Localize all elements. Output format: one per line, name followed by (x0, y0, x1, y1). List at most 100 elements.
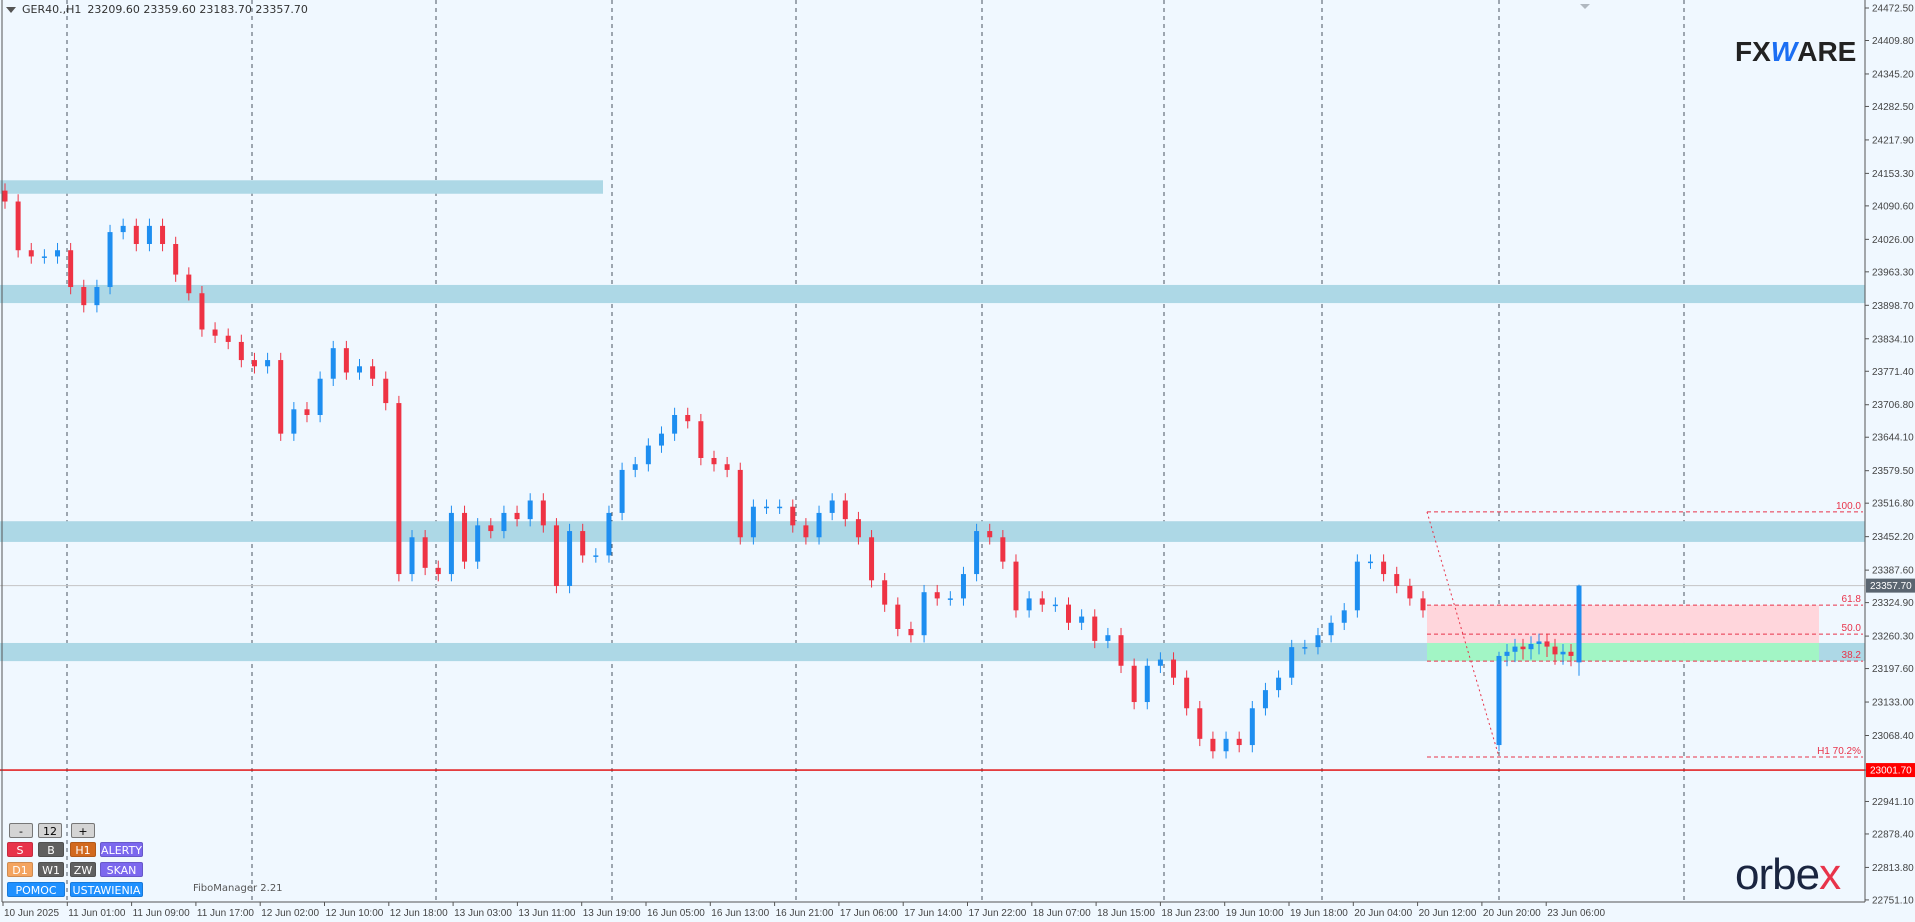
symbol-timeframe: GER40.,H1 (22, 3, 82, 16)
fib-level-label: 61.8 (1842, 594, 1862, 605)
bear-candle (1394, 574, 1400, 586)
bull-candle (829, 500, 835, 513)
timeframe-d1-button[interactable]: D1 (7, 862, 33, 877)
help-button[interactable]: POMOC (7, 882, 65, 897)
fib-level-label: 50.0 (1842, 623, 1862, 634)
bull-candle (1276, 677, 1282, 691)
increase-button[interactable]: + (71, 823, 95, 838)
decrease-button[interactable]: - (9, 823, 33, 838)
bear-candle (251, 360, 257, 367)
bull-candle (1328, 622, 1334, 636)
zw-button[interactable]: ZW (70, 862, 96, 877)
bull-candle (645, 445, 651, 465)
bear-candle (2, 190, 8, 202)
bear-candle (1552, 646, 1558, 655)
bear-candle (1118, 635, 1124, 666)
bull-candle (1536, 641, 1542, 645)
price-tick-label: 23387.60 (1872, 566, 1914, 577)
price-tick-label: 22751.10 (1872, 895, 1914, 906)
time-tick-label: 13 Jun 11:00 (518, 908, 576, 919)
bull-candle (1289, 647, 1295, 678)
buy-button[interactable]: B (38, 842, 64, 857)
collapse-triangle-icon[interactable] (6, 6, 16, 13)
timeframe-w1-button[interactable]: W1 (38, 862, 64, 877)
settings-button[interactable]: USTAWIENIA (70, 882, 143, 897)
bull-candle (593, 555, 599, 557)
time-tick-label: 18 Jun 07:00 (1033, 908, 1091, 919)
bear-candle (343, 348, 349, 373)
bear-candle (908, 628, 914, 636)
bull-candle (265, 360, 271, 367)
scan-button[interactable]: SKAN (100, 862, 143, 877)
bull-candle (475, 525, 481, 562)
price-tick-label: 22941.10 (1872, 797, 1914, 808)
price-tick-label: 23516.80 (1872, 499, 1914, 510)
price-tick-label: 23898.70 (1872, 301, 1914, 312)
fib-level-label: H1 70.2% (1817, 746, 1861, 757)
bull-candle (317, 378, 323, 415)
bull-candle (1315, 635, 1321, 648)
current-price-label: 23357.70 (1870, 581, 1912, 592)
bear-candle (724, 464, 730, 470)
bear-candle (199, 293, 205, 330)
bull-candle (658, 433, 664, 446)
bull-candle (1504, 651, 1510, 656)
bull-candle (960, 574, 966, 599)
bull-candle (1496, 655, 1502, 746)
time-tick-label: 12 Jun 18:00 (390, 908, 448, 919)
bull-candle (1560, 651, 1566, 655)
sr-zone (0, 180, 603, 194)
bear-candle (553, 525, 559, 586)
bull-candle (501, 512, 507, 532)
bull-candle (1262, 690, 1268, 709)
alerts-button[interactable]: ALERTY (100, 842, 143, 857)
price-tick-label: 24409.80 (1872, 36, 1914, 47)
time-tick-label: 12 Jun 02:00 (261, 908, 319, 919)
bull-candle (1052, 604, 1058, 607)
bear-candle (1568, 651, 1574, 656)
bear-candle (1131, 665, 1137, 703)
shift-marker-icon[interactable] (1580, 4, 1590, 9)
bull-candle (146, 225, 152, 245)
bear-candle (1197, 708, 1203, 739)
bear-candle (160, 225, 166, 245)
price-axis[interactable]: 24472.50 24409.80 24345.20 24282.50 24217.90… (1865, 4, 1915, 907)
price-tick-label: 24026.00 (1872, 235, 1914, 246)
bear-candle (133, 225, 139, 245)
grid-lines (66, 0, 1685, 902)
bull-candle (672, 414, 678, 434)
bear-candle (212, 329, 218, 336)
bull-candle (567, 531, 573, 586)
bull-candle (1512, 646, 1518, 652)
price-tick-label: 23771.40 (1872, 367, 1914, 378)
count-field[interactable]: 12 (38, 823, 62, 838)
sr-zone (0, 642, 1865, 662)
fib-level-label: 100.0 (1836, 501, 1861, 512)
bear-candle (278, 360, 284, 434)
time-tick-label: 12 Jun 10:00 (326, 908, 384, 919)
ohlc-values: 23209.60 23359.60 23183.70 23357.70 (87, 3, 308, 16)
fib-sell-zone (1427, 605, 1819, 643)
time-tick-label: 19 Jun 18:00 (1290, 908, 1348, 919)
bear-candle (435, 567, 441, 575)
timeframe-h1-button[interactable]: H1 (70, 842, 96, 857)
sell-button[interactable]: S (7, 842, 33, 857)
level-price-label: 23001.70 (1870, 766, 1912, 777)
time-axis[interactable]: 10 Jun 2025 11 Jun 01:00 11 Jun 09:00 11 Ju… (2, 902, 1605, 919)
bull-candle (1302, 647, 1308, 649)
time-tick-label: 16 Jun 21:00 (776, 908, 834, 919)
bull-candle (1341, 610, 1347, 623)
bear-candle (81, 287, 87, 306)
bear-candle (803, 525, 809, 538)
price-tick-label: 23644.10 (1872, 433, 1914, 444)
time-tick-label: 19 Jun 10:00 (1226, 908, 1284, 919)
bull-candle (921, 592, 927, 636)
bear-candle (1236, 738, 1242, 746)
sr-zone (0, 284, 1865, 304)
level-price-badge (1866, 763, 1915, 778)
bull-candle (291, 409, 297, 434)
price-tick-label: 23133.00 (1872, 698, 1914, 709)
bull-candle (357, 366, 362, 373)
bear-candle (514, 512, 520, 520)
